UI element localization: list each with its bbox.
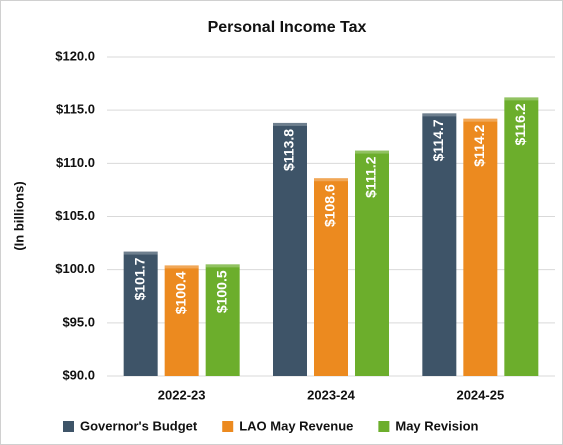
bar: [273, 122, 307, 376]
bar: [422, 113, 457, 377]
legend-label: Governor's Budget: [80, 418, 198, 433]
value-label: $100.4: [172, 271, 188, 314]
legend-swatch: [222, 421, 234, 432]
bar: [123, 251, 158, 376]
value-label: $114.7: [430, 119, 446, 161]
bar-highlight: [504, 97, 539, 101]
chart-title: Personal Income Tax: [208, 19, 367, 36]
bar: [164, 265, 199, 376]
bar-highlight: [463, 118, 498, 122]
value-label: $116.2: [512, 103, 528, 145]
y-tick-label: $110.0: [56, 155, 95, 170]
bar-highlight: [123, 251, 158, 255]
value-label: $108.6: [322, 184, 338, 227]
y-tick-label: $115.0: [56, 102, 95, 117]
bar-highlight: [164, 265, 199, 269]
bar-highlight: [273, 122, 307, 126]
value-label: $111.2: [363, 156, 379, 197]
legend-label: May Revision: [395, 418, 478, 433]
y-tick-label: $100.0: [55, 261, 95, 276]
y-axis-label: (In billions): [11, 181, 26, 250]
bar-highlight: [314, 178, 348, 182]
x-tick-label: 2022-23: [158, 387, 206, 402]
bar: [314, 178, 348, 376]
x-tick-label: 2024-25: [456, 387, 504, 402]
bar: [355, 150, 389, 376]
value-label: $100.5: [213, 270, 229, 313]
y-tick-label: $120.0: [55, 48, 95, 63]
value-label: $101.7: [131, 257, 147, 300]
bar-highlight: [355, 150, 389, 154]
value-label: $114.2: [471, 124, 487, 166]
bar: [504, 97, 539, 376]
bar: [205, 264, 240, 376]
y-tick-label: $95.0: [62, 314, 95, 329]
bar: [463, 118, 498, 376]
y-tick-label: $105.0: [55, 208, 95, 223]
legend-swatch: [378, 421, 390, 432]
bar-highlight: [422, 113, 457, 117]
value-label: $113.8: [281, 129, 297, 171]
legend-swatch: [63, 421, 74, 432]
legend-label: LAO May Revenue: [239, 418, 353, 433]
x-tick-label: 2023-24: [307, 387, 355, 402]
bar-highlight: [205, 264, 240, 268]
y-tick-label: $90.0: [62, 367, 95, 382]
